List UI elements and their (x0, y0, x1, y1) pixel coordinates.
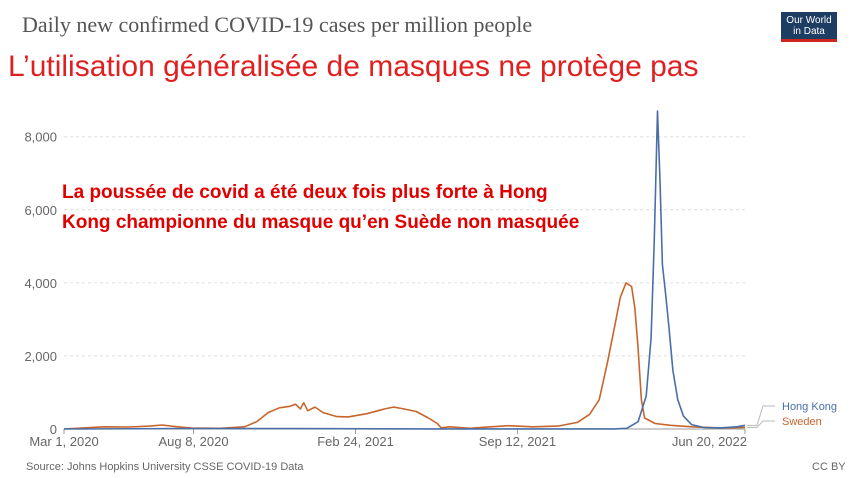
x-tick-label: Jun 20, 2022 (672, 434, 747, 449)
y-tick-label: 8,000 (24, 130, 57, 145)
logo-line-1: Our World (786, 15, 832, 26)
series-lines (63, 110, 746, 430)
y-tick-label: 2,000 (24, 349, 57, 364)
annotation-line-2: Kong championne du masque qu’en Suède no… (62, 212, 580, 233)
source-note[interactable]: Source: Johns Hopkins University CSSE CO… (26, 461, 304, 473)
x-tick-label: Mar 1, 2020 (29, 434, 98, 449)
legend-label-sweden: Sweden (782, 416, 822, 428)
x-tick-label: Aug 8, 2020 (158, 434, 228, 449)
legend-connector (747, 420, 775, 428)
headline: L’utilisation généralisée de masques ne … (8, 50, 699, 83)
x-axis-ticks: Mar 1, 2020 Aug 8, 2020 Feb 24, 2021 Sep 12… (29, 429, 747, 449)
annotation: La poussée de covid a été deux fois plus… (62, 178, 579, 238)
logo-accent-bar (781, 39, 837, 42)
x-tick-label: Sep 12, 2021 (479, 434, 556, 449)
legend: Hong Kong Sweden (747, 401, 837, 428)
owid-logo[interactable]: Our World in Data (781, 12, 837, 42)
series-line-sweden (63, 282, 746, 430)
license-label[interactable]: CC BY (812, 461, 846, 473)
y-tick-label: 4,000 (24, 276, 57, 291)
series-line-hong-kong (63, 110, 746, 430)
x-tick-label: Feb 24, 2021 (317, 434, 394, 449)
legend-connector (747, 405, 775, 426)
annotation-line-1: La poussée de covid a été deux fois plus… (62, 182, 548, 203)
legend-label-hong-kong: Hong Kong (782, 401, 837, 413)
y-tick-label: 0 (50, 422, 57, 437)
y-tick-label: 6,000 (24, 203, 57, 218)
logo-line-2: in Data (793, 26, 825, 37)
chart-title: Daily new confirmed COVID-19 cases per m… (22, 12, 533, 37)
y-axis-ticks: 0 2,000 4,000 6,000 8,000 (24, 130, 57, 437)
